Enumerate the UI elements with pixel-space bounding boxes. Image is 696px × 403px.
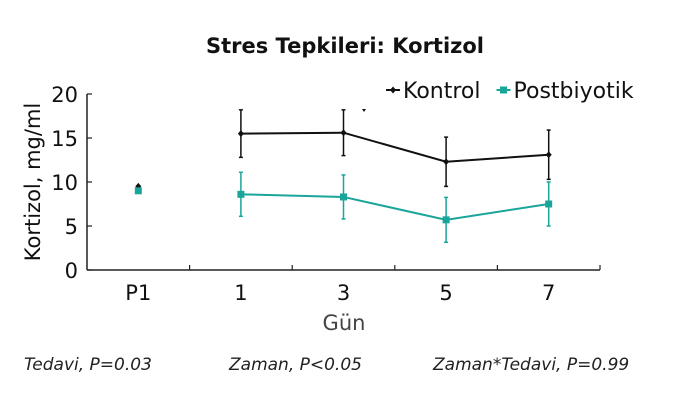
series-line-kontrol — [240, 131, 549, 163]
data-point-kontrol — [237, 130, 244, 138]
legend-marker — [390, 86, 396, 94]
series-line-postbiyotik — [240, 193, 549, 221]
x-axis-label: Gün — [323, 311, 366, 335]
data-point-postbiyotik — [134, 187, 142, 195]
y-tick-label: 0 — [65, 259, 78, 283]
data-point-postbiyotik — [340, 193, 347, 201]
data-point-kontrol — [545, 151, 552, 159]
data-point-kontrol — [443, 158, 450, 166]
y-tick-label: 10 — [51, 171, 78, 195]
annotation-zaman: Zaman, P<0.05 — [229, 355, 362, 375]
x-tick-label: 5 — [439, 281, 452, 305]
y-tick-label: 20 — [51, 83, 78, 107]
y-axis-label: Kortizol, mg/ml — [21, 103, 45, 261]
chart-title: Stres Tepkileri: Kortizol — [206, 34, 484, 58]
x-tick-label: 1 — [234, 281, 247, 305]
legend-label-postbiyotik: Postbiyotik — [514, 79, 634, 104]
data-point-postbiyotik — [545, 200, 553, 208]
annotation-interaction: Zaman*Tedavi, P=0.99 — [433, 355, 630, 375]
chart-svg: Stres Tepkileri: Kortizol Kortizol, mg/m… — [21, 34, 634, 335]
legend-marker — [500, 86, 507, 94]
x-tick-label: 3 — [337, 281, 350, 305]
x-tick-label: P1 — [125, 281, 151, 305]
data-point-postbiyotik — [237, 190, 245, 198]
y-tick-label: 15 — [51, 127, 78, 151]
data-point-kontrol — [340, 129, 347, 137]
annotation-tedavi: Tedavi, P=0.03 — [24, 355, 152, 375]
legend-label-kontrol: Kontrol — [403, 79, 481, 104]
x-tick-label: 7 — [542, 281, 555, 305]
significance-mark — [362, 109, 366, 112]
y-tick-label: 5 — [65, 215, 78, 239]
data-point-postbiyotik — [442, 216, 450, 224]
